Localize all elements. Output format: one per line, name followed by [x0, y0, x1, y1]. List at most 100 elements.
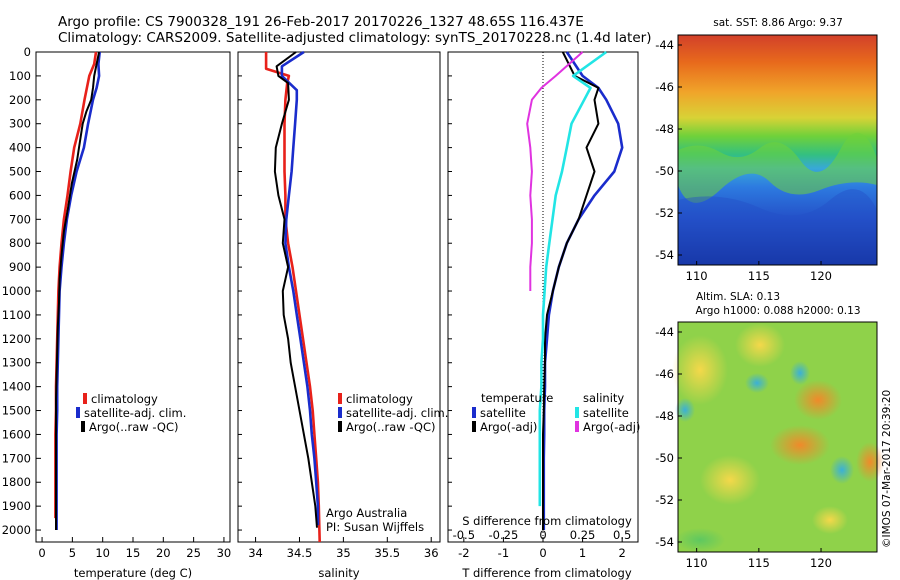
temperature-panel-frame — [35, 51, 231, 543]
x-tick-label: 2 — [619, 546, 626, 560]
sla-blob — [794, 380, 842, 420]
series-line-satellite-adj-clim — [55, 51, 101, 530]
depth-tick-label: 1400 — [2, 380, 31, 394]
legend-label-climatology: climatology — [91, 392, 158, 406]
legend-head-temperature: temperature — [481, 391, 553, 405]
depth-tick-label: 300 — [9, 117, 31, 131]
map-y-tick-label: -46 — [655, 80, 674, 94]
sla-blob — [790, 361, 810, 385]
sla-map-y-axis: -44 -46 -48 -50 -52 -54 — [655, 325, 682, 549]
legend-swatch-s-satellite — [575, 407, 579, 418]
argo-australia-note: Argo Australia — [326, 506, 407, 520]
sla-blob — [830, 456, 854, 484]
sst-map-x-axis: 110 115 120 — [686, 261, 832, 283]
sst-map-y-axis: -44 -46 -48 -50 -52 -54 — [655, 38, 682, 262]
sla-blob — [856, 442, 884, 482]
legend-swatch-climatology — [338, 393, 342, 404]
temperature-x-axis: 0 5 10 15 20 25 30 — [38, 537, 231, 560]
sst-map — [677, 34, 878, 266]
sla-blob — [745, 373, 769, 393]
x-tick-label: 34.5 — [287, 546, 313, 560]
depth-tick-label: 100 — [9, 69, 31, 83]
profile-series-layer — [54, 50, 624, 543]
sla-blob — [812, 506, 848, 534]
map-x-tick-label: 115 — [748, 269, 770, 283]
map-y-tick-label: -44 — [655, 38, 674, 52]
legend-swatch-t-argo — [472, 421, 476, 432]
legend-label-s-argo: Argo(-adj) — [583, 420, 640, 434]
map-y-tick-label: -44 — [655, 325, 674, 339]
depth-tick-label: 400 — [9, 141, 31, 155]
legend-head-salinity: salinity — [583, 391, 624, 405]
sla-blob — [770, 425, 830, 465]
map-x-tick-label: 115 — [748, 556, 770, 570]
temperature-xlabel: temperature (deg C) — [74, 566, 192, 580]
map-y-tick-label: -46 — [655, 367, 674, 381]
legend-swatch-climatology — [83, 393, 87, 404]
x-tick-label: 1 — [579, 546, 586, 560]
x-tick-label: 10 — [95, 546, 110, 560]
x-tick-label: -2 — [458, 546, 469, 560]
series-line-salinity-satellite — [538, 50, 608, 507]
series-line-climatology — [264, 52, 321, 543]
depth-tick-label: 600 — [9, 188, 31, 202]
depth-tick-label: 1600 — [2, 427, 31, 441]
legend-swatch-argo — [338, 421, 342, 432]
s-tick-label: 0.5 — [613, 528, 631, 542]
temperature-legend: climatology satellite-adj. clim. Argo(..… — [76, 392, 186, 434]
depth-tick-label: 200 — [9, 93, 31, 107]
x-tick-label: 0 — [38, 546, 45, 560]
depth-tick-label: 800 — [9, 236, 31, 250]
legend-label-satellite: satellite-adj. clim. — [84, 406, 186, 420]
map-x-tick-label: 120 — [810, 556, 832, 570]
legend-label-climatology: climatology — [346, 392, 413, 406]
map-y-tick-label: -54 — [655, 248, 674, 262]
map-y-tick-label: -48 — [655, 122, 674, 136]
x-tick-label: 35.5 — [374, 546, 400, 560]
depth-tick-label: 700 — [9, 212, 31, 226]
legend-label-argo: Argo(..raw -QC) — [89, 420, 179, 434]
series-line-argo-raw-qc — [273, 51, 318, 528]
salinity-x-axis: 34 34.5 35 35.5 36 — [248, 537, 439, 560]
figure-title-line2: Climatology: CARS2009. Satellite-adjuste… — [58, 30, 651, 46]
map-y-tick-label: -52 — [655, 206, 674, 220]
legend-swatch-satellite — [76, 407, 80, 418]
depth-tick-label: 1800 — [2, 475, 31, 489]
sla-blob — [675, 528, 725, 552]
depth-tick-label: 500 — [9, 165, 31, 179]
depth-tick-label: 0 — [24, 45, 31, 59]
sla-map-x-axis: 110 115 120 — [686, 548, 832, 570]
figure-title-line1: Argo profile: CS 7900328_191 26-Feb-2017… — [58, 14, 584, 30]
depth-tick-label: 1900 — [2, 499, 31, 513]
s-tick-label: 0.25 — [570, 528, 596, 542]
series-line-argo-raw-qc — [55, 51, 101, 530]
legend-swatch-s-argo — [575, 421, 579, 432]
x-tick-label: 5 — [69, 546, 76, 560]
salinity-panel-frame — [237, 51, 441, 543]
map-x-tick-label: 110 — [686, 269, 708, 283]
depth-axis: 0 100 200 300 400 500 600 700 800 900 1000 1100 1200… — [2, 45, 452, 537]
sst-cold-band — [678, 189, 877, 265]
map-y-tick-label: -48 — [655, 409, 674, 423]
depth-tick-label: 1500 — [2, 404, 31, 418]
sla-map-title-line1: Altim. SLA: 0.13 — [696, 291, 780, 303]
x-tick-label: 35 — [336, 546, 351, 560]
sla-blob — [700, 455, 760, 505]
series-line-salinity-argo-adj — [526, 51, 584, 291]
x-tick-label: 25 — [186, 546, 201, 560]
sla-map-frame — [677, 321, 878, 553]
legend-swatch-argo — [81, 421, 85, 432]
sla-blob — [735, 323, 785, 367]
legend-label-satellite: satellite-adj. clim. — [346, 406, 448, 420]
s-tick-label: -0.25 — [489, 528, 519, 542]
series-line-climatology — [54, 51, 98, 519]
x-tick-label: 0 — [539, 546, 546, 560]
imos-credit: ©IMOS 07-Mar-2017 20:39:20 — [881, 390, 893, 548]
map-y-tick-label: -52 — [655, 493, 674, 507]
legend-swatch-satellite — [338, 407, 342, 418]
sla-map-title-line2: Argo h1000: 0.088 h2000: 0.13 — [695, 305, 860, 317]
salinity-xlabel: salinity — [318, 566, 359, 580]
